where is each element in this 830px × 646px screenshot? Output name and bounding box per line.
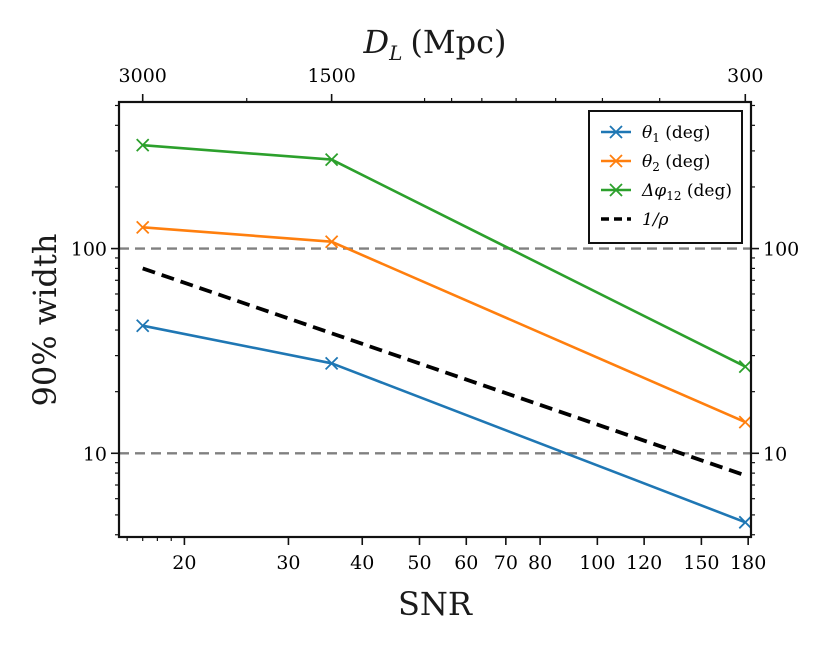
- top-tick-label-3000: 3000: [119, 65, 167, 87]
- legend-marker-0: [609, 125, 623, 139]
- series-2-point-2: [738, 360, 752, 374]
- y-tick-label-right-100: 100: [763, 239, 799, 261]
- x-tick-label-80: 80: [528, 552, 552, 574]
- x-tick-label-50: 50: [407, 552, 431, 574]
- series-1-point-0: [136, 220, 150, 234]
- reference-lines: [119, 247, 751, 455]
- legend-label-2: Δφ12 (deg): [641, 181, 732, 203]
- top-axis-label: DL (Mpc): [362, 23, 506, 65]
- series-layer: [136, 138, 752, 529]
- plot-frame: [117, 100, 753, 539]
- x-tick-label-40: 40: [350, 552, 374, 574]
- legend: θ1 (deg) θ2 (deg) Δφ12 (deg) 1/ρ: [588, 110, 743, 244]
- legend-marker-2: [609, 183, 623, 197]
- x-axis-label: SNR: [398, 585, 473, 623]
- series-line-0: [142, 324, 746, 524]
- y-tick-label-left-10: 10: [83, 443, 107, 465]
- series-2-point-0: [136, 138, 150, 152]
- x-tick-label-60: 60: [454, 552, 478, 574]
- y-tick-label-right-10: 10: [763, 443, 787, 465]
- series-line-1: [142, 226, 746, 424]
- series-line-3: [142, 266, 746, 478]
- x-tick-label-180: 180: [730, 552, 766, 574]
- y-axis-label: 90% width: [26, 234, 64, 407]
- x-tick-label-70: 70: [494, 552, 518, 574]
- legend-items: θ1 (deg) θ2 (deg) Δφ12 (deg) 1/ρ: [601, 123, 732, 230]
- ticks: 20 30 40 50 60 70 80 100 120 150 180 3000 1500 300 10 1…: [71, 65, 800, 574]
- x-tick-label-150: 150: [683, 552, 719, 574]
- legend-label-3: 1/ρ: [642, 210, 669, 230]
- series-0-point-2: [738, 515, 752, 529]
- x-tick-label-20: 20: [172, 552, 196, 574]
- series-0-point-0: [136, 319, 150, 333]
- x-tick-label-100: 100: [579, 552, 615, 574]
- y-tick-label-left-100: 100: [71, 239, 107, 261]
- top-tick-label-1500: 1500: [307, 65, 355, 87]
- series-0-point-1: [324, 356, 339, 370]
- legend-label-1: θ2 (deg): [642, 152, 710, 174]
- top-tick-label-300: 300: [727, 65, 763, 87]
- series-2-point-1: [324, 152, 339, 167]
- series-1-point-1: [324, 235, 339, 249]
- x-tick-label-30: 30: [276, 552, 300, 574]
- legend-marker-1: [609, 154, 623, 168]
- series-1-point-2: [738, 415, 752, 429]
- legend-label-0: θ1 (deg): [642, 123, 710, 145]
- x-tick-label-120: 120: [626, 552, 662, 574]
